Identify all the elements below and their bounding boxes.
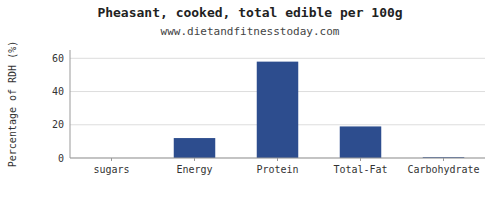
x-tick-label: Protein [256, 164, 298, 175]
x-tick-label: Carbohydrate [407, 164, 479, 175]
y-tick-label: 60 [52, 53, 64, 64]
x-tick [443, 158, 444, 161]
y-tick-label: 20 [52, 119, 64, 130]
chart: Pheasant, cooked, total edible per 100g w… [0, 0, 500, 200]
bar [257, 62, 299, 158]
grid-line [70, 58, 485, 59]
x-tick-label: Total-Fat [333, 164, 387, 175]
x-tick [194, 158, 195, 161]
x-tick [277, 158, 278, 161]
y-tick-label: 0 [58, 153, 64, 164]
bars [174, 62, 465, 158]
x-tick [360, 158, 361, 161]
x-tick-label: sugars [93, 164, 129, 175]
y-axis-label: Percentage of RDH (%) [7, 41, 18, 167]
x-tick-label: Energy [176, 164, 212, 175]
y-tick-label: 40 [52, 86, 64, 97]
bar [340, 126, 382, 158]
bar [174, 138, 216, 158]
y-axis-line [70, 50, 71, 158]
subtitle: www.dietandfitnesstoday.com [161, 25, 340, 38]
title: Pheasant, cooked, total edible per 100g [97, 5, 402, 20]
x-tick [111, 158, 112, 161]
